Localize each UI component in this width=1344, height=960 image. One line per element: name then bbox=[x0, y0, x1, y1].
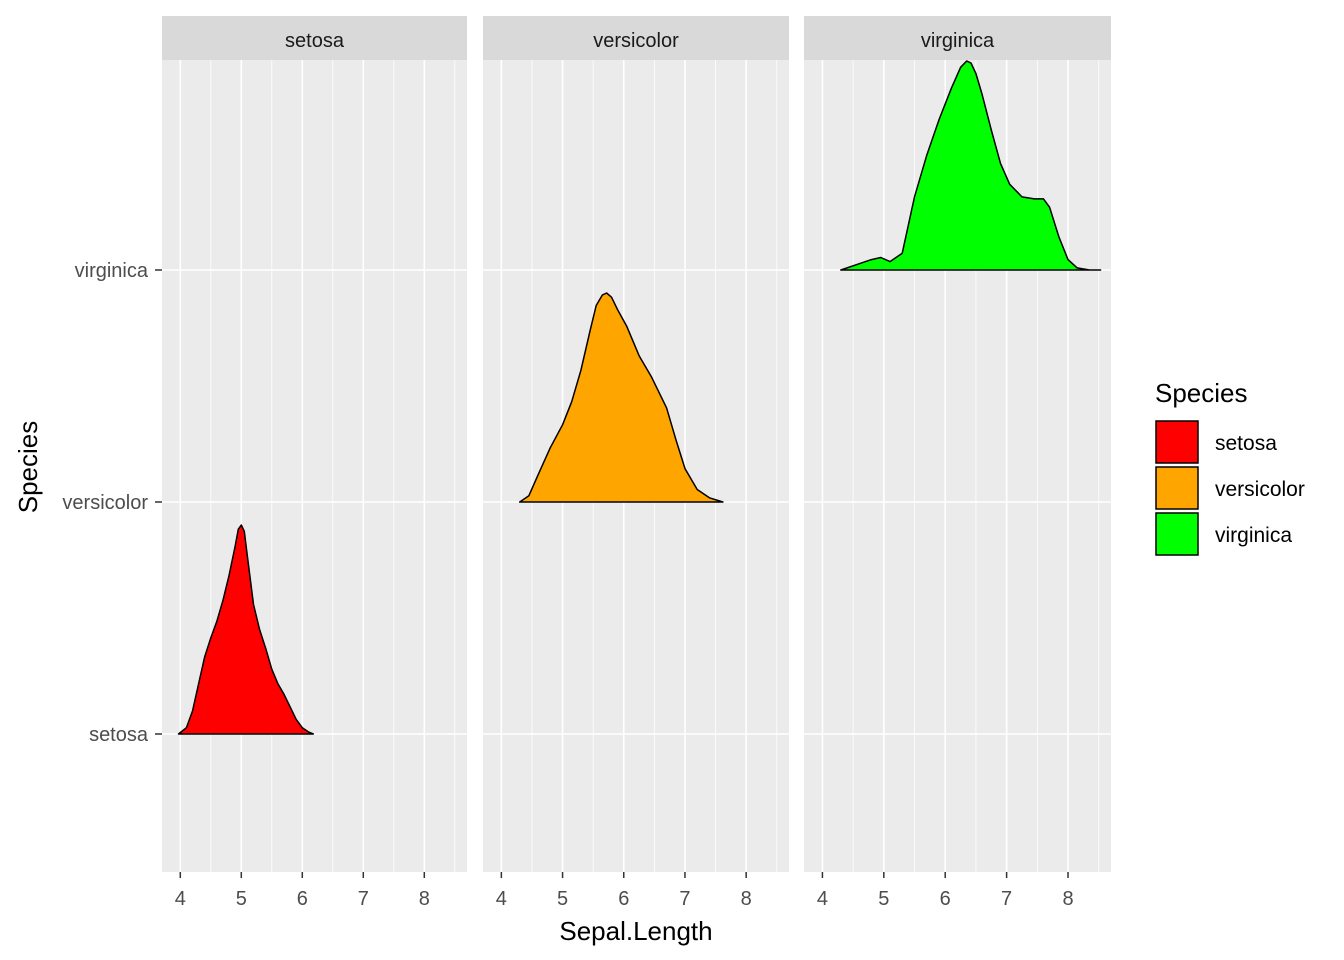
legend-key-versicolor bbox=[1155, 466, 1199, 510]
x-tick-label: 5 bbox=[236, 888, 247, 910]
x-tick-label: 8 bbox=[1062, 888, 1073, 910]
x-tick-label: 6 bbox=[940, 888, 951, 910]
legend-key-setosa bbox=[1155, 420, 1199, 464]
y-axis-title: Species bbox=[13, 421, 43, 514]
x-tick-label: 4 bbox=[496, 888, 507, 910]
legend-key-virginica bbox=[1155, 512, 1199, 556]
facet-strip bbox=[483, 16, 789, 60]
facet-strip bbox=[162, 16, 467, 60]
facet-strip-label: setosa bbox=[285, 30, 345, 52]
x-tick-label: 8 bbox=[741, 888, 752, 910]
legend-title: Species bbox=[1155, 378, 1248, 408]
x-tick-label: 8 bbox=[419, 888, 430, 910]
x-tick-label: 5 bbox=[557, 888, 568, 910]
x-axis-title: Sepal.Length bbox=[559, 916, 712, 946]
x-tick-label: 4 bbox=[817, 888, 828, 910]
x-tick-label: 6 bbox=[297, 888, 308, 910]
legend-label: setosa bbox=[1215, 432, 1277, 455]
facet-strip-label: versicolor bbox=[593, 30, 679, 52]
density-ridge-versicolor bbox=[518, 292, 724, 503]
facet-strip-label: virginica bbox=[921, 30, 995, 52]
x-tick-label: 6 bbox=[618, 888, 629, 910]
panel-virginica: virginica 4 5 6 7 8 bbox=[804, 16, 1111, 910]
x-tick-label: 7 bbox=[358, 888, 369, 910]
legend: Species setosa versicolor virginica bbox=[1155, 378, 1305, 556]
x-tick-label: 4 bbox=[175, 888, 186, 910]
panel-setosa: setosa 4 5 6 7 8 bbox=[162, 16, 467, 910]
plot-panels: setosa 4 5 6 7 8 versicolor 4 5 6 7 8 virginica 4 5 6 7 8 bbox=[162, 16, 1111, 910]
panel-background bbox=[162, 60, 467, 872]
y-tick-label: versicolor bbox=[62, 492, 148, 514]
panel-versicolor: versicolor 4 5 6 7 8 bbox=[483, 16, 789, 910]
x-tick-label: 5 bbox=[878, 888, 889, 910]
facet-strip bbox=[804, 16, 1111, 60]
y-tick-label: setosa bbox=[89, 724, 149, 746]
density-ridge-setosa bbox=[177, 524, 315, 735]
y-axis: setosa versicolor virginica bbox=[62, 260, 162, 746]
density-ridge-virginica bbox=[840, 60, 1102, 271]
x-tick-label: 7 bbox=[1001, 888, 1012, 910]
y-tick-label: virginica bbox=[75, 260, 149, 282]
x-tick-label: 7 bbox=[679, 888, 690, 910]
legend-label: versicolor bbox=[1215, 478, 1305, 501]
legend-label: virginica bbox=[1215, 524, 1292, 547]
